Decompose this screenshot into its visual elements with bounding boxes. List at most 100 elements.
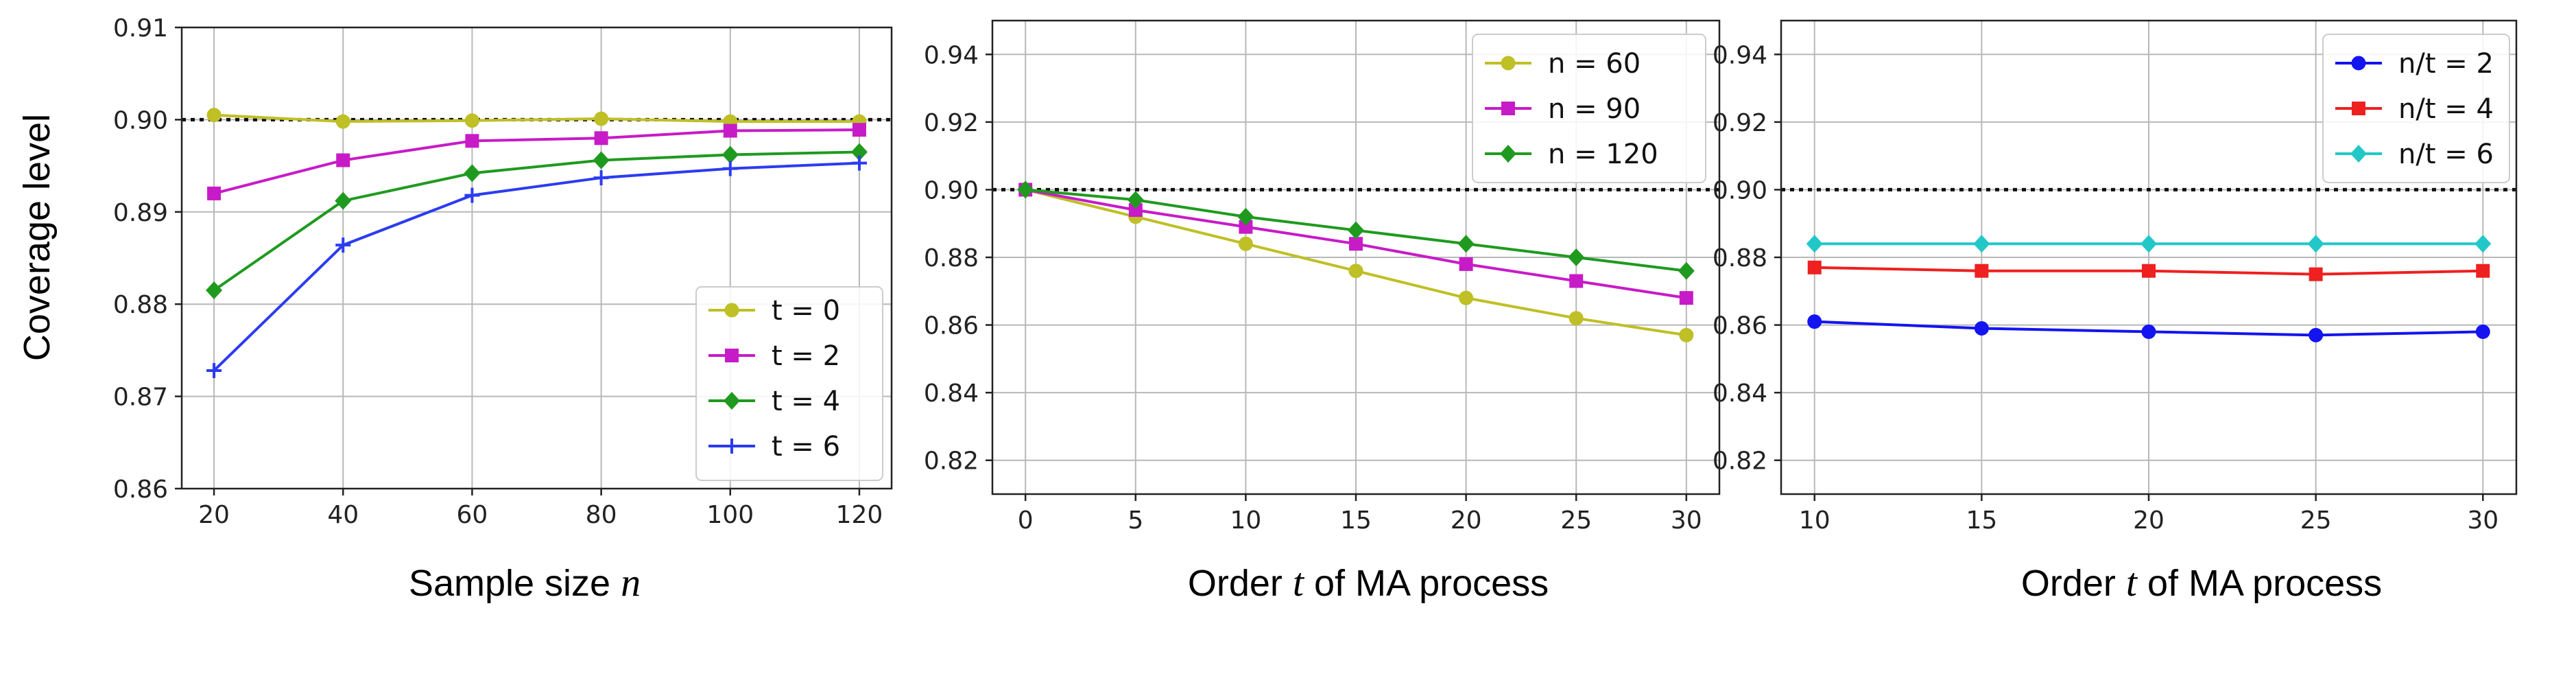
- data-point: [850, 143, 868, 161]
- legend-marker: [725, 349, 739, 362]
- data-point: [1807, 314, 1822, 329]
- data-point: [464, 113, 479, 128]
- data-point: [1568, 248, 1585, 266]
- legend-entry: t = 4: [708, 386, 840, 417]
- data-point: [1348, 264, 1363, 279]
- legend-marker: [2350, 145, 2367, 163]
- data-point: [594, 111, 609, 126]
- data-point: [593, 151, 610, 170]
- panel-ma-order-fixed-ratio: 10 15 20 25 30 0.82 0.84 0.86 0.88 0.90 0.92 0.94 Or…: [1713, 19, 2518, 605]
- data-point: [206, 281, 223, 300]
- data-point: [1679, 327, 1694, 342]
- data-point: [851, 155, 867, 171]
- y-tick-label: 0.82: [924, 447, 979, 476]
- legend-box: [2322, 34, 2510, 183]
- y-tick-label: 0.92: [924, 109, 979, 137]
- x-tick-label: 80: [586, 501, 617, 529]
- legend: t = 0 t = 2 t = 4 t = 6: [695, 286, 883, 481]
- legend-label: n = 90: [1548, 93, 1641, 125]
- x-axis-label-variable: n: [621, 560, 641, 605]
- data-point: [2309, 327, 2324, 342]
- y-tick-label: 0.88: [924, 244, 979, 272]
- legend-label: t = 4: [772, 386, 840, 417]
- x-axis-label-prefix: Sample size: [409, 563, 621, 604]
- x-axis-label-variable: t: [2126, 560, 2138, 605]
- data-point: [1349, 237, 1363, 251]
- data-point: [1348, 221, 1364, 240]
- legend-box: [1472, 34, 1706, 183]
- y-tick-label: 0.90: [1713, 176, 1767, 205]
- data-point: [335, 191, 352, 210]
- legend-marker: [724, 439, 739, 454]
- legend-entry: n/t = 6: [2335, 139, 2494, 170]
- x-axis-label: Order t of MA process: [1188, 560, 1549, 605]
- x-tick-label: 30: [2467, 506, 2499, 535]
- legend-box: [695, 286, 883, 481]
- data-point: [1127, 191, 1144, 209]
- x-axis-label-suffix: of MA process: [1304, 563, 1549, 604]
- legend-label: t = 6: [772, 431, 840, 463]
- x-tick-label: 20: [1451, 506, 1482, 535]
- legend-marker: [2351, 56, 2366, 71]
- x-tick-label: 15: [1966, 506, 1997, 535]
- y-tick-label: 0.84: [924, 379, 979, 408]
- x-tick-label: 10: [1799, 506, 1830, 535]
- x-tick-label: 30: [1671, 506, 1702, 535]
- data-point: [1807, 260, 1822, 275]
- data-point: [723, 124, 737, 138]
- data-point: [464, 187, 480, 203]
- x-tick-label: 10: [1230, 506, 1261, 535]
- y-tick-label: 0.88: [113, 291, 168, 319]
- data-point: [1975, 264, 1989, 278]
- data-point: [206, 362, 222, 378]
- x-tick-label: 15: [1340, 506, 1372, 535]
- data-point: [721, 145, 739, 164]
- x-tick-label: 20: [2133, 506, 2164, 535]
- data-point: [335, 237, 351, 253]
- legend-entry: n/t = 4: [2335, 93, 2494, 125]
- y-tick-label: 0.88: [1713, 244, 1767, 272]
- y-tick-label: 0.94: [1713, 41, 1767, 69]
- legend-entry: n = 90: [1485, 93, 1641, 125]
- legend-label: n = 60: [1548, 48, 1641, 80]
- legend-marker: [724, 392, 740, 410]
- data-point: [1569, 274, 1584, 288]
- data-point: [206, 108, 222, 123]
- data-point: [1237, 207, 1254, 226]
- data-point: [593, 170, 609, 186]
- legend-entry: n = 120: [1485, 139, 1658, 170]
- y-tick-label: 0.94: [924, 41, 979, 69]
- legend: n = 60 n = 90 n = 120: [1472, 34, 1706, 183]
- data-point: [1973, 235, 1990, 253]
- legend: n/t = 2 n/t = 4 n/t = 6: [2322, 34, 2510, 183]
- data-point: [1974, 321, 1989, 336]
- shared-y-axis-label: Coverage level: [16, 114, 58, 361]
- legend-label: t = 0: [772, 295, 840, 327]
- legend-marker: [724, 303, 739, 318]
- x-axis-label-variable: t: [1293, 560, 1305, 605]
- x-axis-label-prefix: Order: [1188, 563, 1293, 604]
- data-point: [2309, 267, 2323, 281]
- y-tick-label: 0.90: [924, 176, 979, 205]
- data-point: [335, 114, 350, 129]
- y-tick-label: 0.84: [1713, 379, 1767, 408]
- plot-frame: [180, 26, 893, 490]
- legend-marker: [1500, 145, 1516, 163]
- legend-entry: t = 2: [708, 340, 840, 372]
- data-point: [1459, 257, 1473, 271]
- x-tick-label: 100: [706, 501, 754, 529]
- panel-ma-order-fixed-n: 0 5 10 15 20 25 30 0.82 0.84 0.86 0.88 0.90 0.92 0.94…: [924, 19, 1721, 605]
- x-axis-label: Sample size n: [409, 560, 641, 605]
- data-point: [336, 153, 350, 167]
- data-point: [1678, 261, 1695, 280]
- data-point: [2140, 235, 2157, 253]
- x-axis-label: Order t of MA process: [2021, 560, 2382, 605]
- y-tick-label: 0.86: [924, 312, 979, 340]
- x-tick-label: 40: [327, 501, 359, 529]
- legend-label: n/t = 4: [2398, 93, 2494, 125]
- legend-label: t = 2: [772, 340, 840, 372]
- data-point: [852, 123, 866, 137]
- legend-entry: n/t = 2: [2335, 48, 2494, 80]
